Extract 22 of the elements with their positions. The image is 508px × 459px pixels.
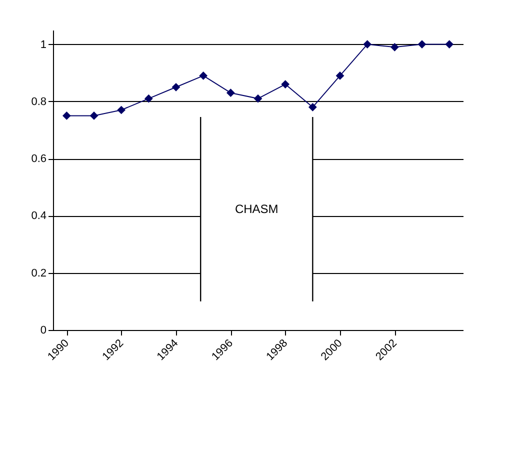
point — [363, 40, 372, 48]
point — [199, 72, 208, 80]
y-tick-label: 0.2 — [31, 267, 46, 280]
point — [336, 72, 344, 80]
point — [226, 88, 235, 98]
y-tick-label: 0.8 — [31, 96, 46, 108]
point — [172, 82, 180, 92]
y-tick-label: 1 — [40, 38, 46, 51]
point — [144, 94, 153, 103]
y-tick-label: 0.4 — [31, 210, 46, 222]
point — [308, 102, 317, 112]
y-tick-label: 0.6 — [31, 153, 46, 166]
y-tick-label: 0 — [40, 324, 46, 336]
point — [62, 112, 71, 120]
point — [90, 112, 98, 120]
point — [281, 80, 290, 88]
point — [445, 40, 454, 48]
point — [418, 40, 426, 48]
band-label: CHASM — [234, 202, 278, 216]
point — [390, 42, 399, 52]
point — [117, 106, 126, 114]
point — [254, 94, 262, 103]
